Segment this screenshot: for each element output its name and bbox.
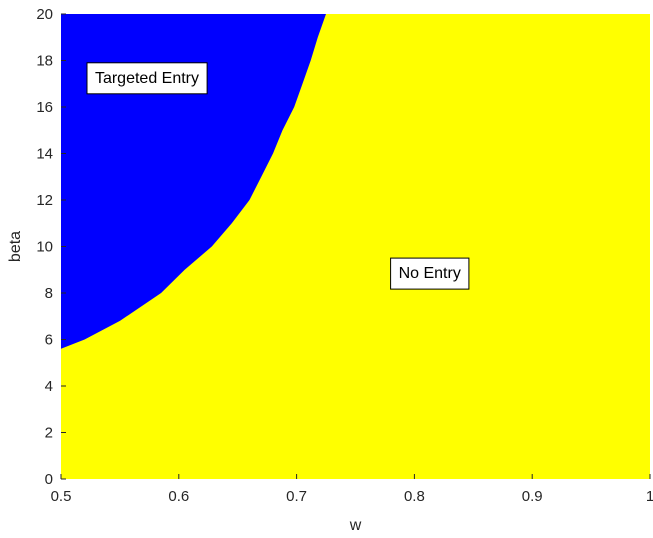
x-tick-label: 0.8	[404, 488, 425, 505]
y-tick-label: 2	[45, 425, 53, 442]
x-tick-label: 0.5	[51, 488, 72, 505]
y-tick-label: 20	[36, 6, 53, 23]
x-tick-label: 1	[646, 488, 653, 505]
y-tick-label: 18	[36, 53, 53, 70]
annotation-text: No Entry	[399, 265, 461, 282]
y-tick-label: 14	[36, 146, 53, 163]
annotation-text: Targeted Entry	[95, 70, 199, 87]
y-axis-ticks: 0 2 4 6 8 10 12 14 16 18 20	[36, 6, 66, 488]
x-tick-label: 0.6	[168, 488, 189, 505]
y-axis-label: beta	[7, 231, 24, 262]
annotation: No Entry	[390, 257, 470, 290]
x-axis-label: w	[349, 517, 362, 534]
y-tick-label: 8	[45, 285, 53, 302]
targeted-entry-region	[61, 14, 326, 349]
y-tick-label: 12	[36, 192, 53, 209]
annotation: Targeted Entry	[86, 62, 208, 95]
x-tick-label: 0.9	[522, 488, 543, 505]
annotation-box	[390, 257, 470, 290]
y-tick-label: 10	[36, 239, 53, 256]
annotations: Targeted Entry No Entry	[86, 62, 470, 290]
y-tick-label: 4	[45, 378, 53, 395]
y-tick-label: 6	[45, 332, 53, 349]
x-tick-label: 0.7	[286, 488, 307, 505]
x-axis-ticks: 0.5 0.6 0.7 0.8 0.9 1	[51, 474, 653, 505]
annotation-box	[86, 62, 208, 95]
y-tick-label: 0	[45, 471, 53, 488]
y-tick-label: 16	[36, 99, 53, 116]
